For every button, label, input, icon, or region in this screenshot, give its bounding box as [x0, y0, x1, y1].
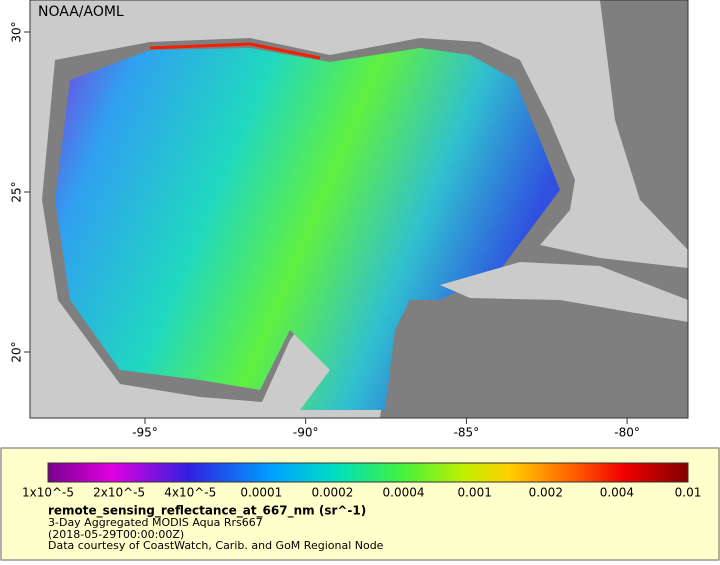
colorbar: [47, 462, 689, 483]
map: NOAA/AOML: [29, 0, 689, 419]
lat-label: 30°: [10, 21, 24, 42]
map-frame: [29, 0, 689, 419]
colorbar-label: 0.002: [529, 486, 563, 500]
colorbar-label: 0.01: [675, 486, 702, 500]
cuba: [440, 262, 688, 322]
coast-highlight: [149, 42, 321, 60]
legend-title: remote_sensing_reflectance_at_667_nm (sr…: [48, 504, 366, 519]
colorbar-label: 2x10^-5: [93, 486, 145, 500]
lat-label: 20°: [10, 341, 24, 362]
colorbar-label: 0.0001: [240, 486, 282, 500]
colorbar-label: 0.001: [457, 486, 491, 500]
colorbar-label: 4x10^-5: [164, 486, 216, 500]
lat-label: 25°: [10, 181, 24, 202]
legend-line: 3-Day Aggregated MODIS Aqua Rrs667: [48, 516, 263, 529]
colorbar-label: 0.0002: [311, 486, 353, 500]
colorbar-label: 1x10^-5: [22, 486, 74, 500]
credit: NOAA/AOML: [38, 4, 124, 20]
legend-line: (2018-05-29T00:00:00Z): [48, 528, 184, 541]
legend-line: Data courtesy of CoastWatch, Carib. and …: [48, 539, 384, 552]
atlantic-water: [600, 0, 688, 250]
lon-label: -80°: [614, 426, 640, 440]
colorbar-label: 0.0004: [383, 486, 425, 500]
lon-label: -85°: [454, 426, 480, 440]
lon-label: -95°: [132, 426, 158, 440]
lon-label: -90°: [293, 426, 319, 440]
sea-data: [55, 48, 560, 410]
colorbar-label: 0.004: [600, 486, 634, 500]
